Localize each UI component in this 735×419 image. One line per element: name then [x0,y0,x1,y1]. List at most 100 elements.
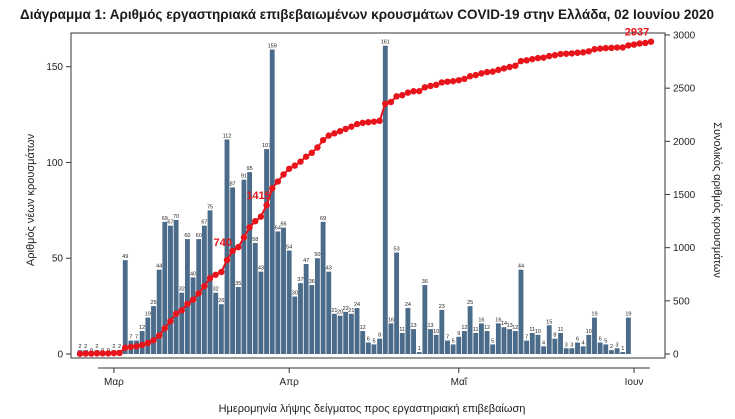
cumulative-point [461,75,468,83]
cumulative-point [636,40,643,47]
bar-value-label: 36 [422,279,428,285]
cumulative-point [585,48,593,55]
bar-value-label: 7 [135,335,138,341]
cumulative-point [285,165,293,172]
cumulative-point [201,282,208,290]
bar [230,187,236,354]
cumulative-point [647,38,655,45]
bar [201,225,207,354]
cumulative-point [591,46,598,53]
bar-value-label: 87 [230,181,236,187]
cumulative-point [274,178,282,185]
cumulative-point [206,274,214,282]
bar-value-label: 2 [118,344,121,350]
cumulative-point [88,350,95,357]
cumulative-point [110,349,118,357]
cumulative-point [529,55,536,63]
cumulative-point [280,171,287,178]
bar-value-label: 1 [621,346,624,352]
bar-value-label: 19 [625,312,631,318]
bar-value-label: 3 [570,342,573,348]
bar-value-label: 6 [367,337,370,343]
bar-value-label: 7 [525,335,528,341]
cumulative-point [382,100,389,107]
bar-value-label: 112 [223,134,232,140]
cumulative-point [387,98,395,106]
cumulative-point [291,162,299,169]
bar [614,348,620,354]
bar [608,350,614,354]
cumulative-point [495,66,502,74]
bar-value-label: 26 [218,298,224,304]
cumulative-point [602,44,609,52]
bar-value-label: 32 [213,287,219,293]
x-tick-label: Μαΐ [451,376,468,388]
bar-value-label: 159 [268,43,277,49]
cumulative-point [218,268,225,276]
cumulative-point [155,332,163,339]
bar [252,242,258,354]
cumulative-point [325,132,332,139]
bar [563,348,569,354]
bar [247,172,253,354]
bar-value-label: 44 [156,264,162,270]
bar [348,313,354,354]
y2-tick-label: 2000 [673,137,696,148]
cumulative-point [314,144,321,151]
bar [213,292,219,354]
cumulative-point [359,119,366,127]
bar-value-label: 19 [145,312,151,318]
cumulative-point [144,339,152,347]
bar-value-label: 11 [473,327,479,333]
plot-frame [70,32,666,359]
bar [484,331,490,354]
bar [422,285,428,354]
cumulative-point [432,81,440,89]
cumulative-point [472,71,479,79]
cumulative-point [546,52,553,60]
cumulative-point [608,44,615,52]
bar-value-label: 4 [582,340,585,346]
bar [258,271,264,354]
bar [264,149,269,354]
cumulative-point [506,63,513,71]
cumulative-point [308,149,315,157]
bar [597,342,603,354]
bar [224,139,230,354]
bar-value-label: 2 [610,344,613,350]
bar-value-label: 25 [150,300,156,306]
bar-value-label: 44 [518,264,524,270]
bar [529,332,535,354]
cumulative-point [427,82,434,90]
cumulative-point [122,344,129,351]
bar-value-label: 5 [452,338,455,344]
cumulative-point [269,185,276,192]
cumulative-point [500,65,508,72]
bar-value-label: 54 [286,245,292,251]
bar-value-label: 12 [139,325,145,331]
bar [168,225,173,354]
cumulative-point [574,49,581,56]
cumulative-point [246,224,253,231]
cumulative-point [184,300,191,308]
bar-value-label: 13 [427,323,433,329]
cumulative-point [252,217,259,225]
bar-value-label: 24 [405,302,411,308]
bar-value-label: 50 [314,252,320,258]
cumulative-point [619,44,626,51]
bar-value-label: 58 [252,237,258,243]
bar [235,286,241,354]
bar [518,269,524,354]
y2-tick-label: 500 [673,296,690,307]
y2-tick-label: 2500 [673,84,696,95]
cumulative-point [551,52,559,59]
bar-value-label: 21 [348,308,354,314]
bar-value-label: 43 [258,266,264,272]
bar-value-label: 12 [512,325,518,331]
bar [552,338,558,354]
y2-tick-label: 3000 [673,31,696,42]
bar [241,179,247,354]
bar-value-label: 60 [184,233,190,239]
cumulative-point [331,130,338,137]
y2-tick-label: 1000 [673,243,696,254]
